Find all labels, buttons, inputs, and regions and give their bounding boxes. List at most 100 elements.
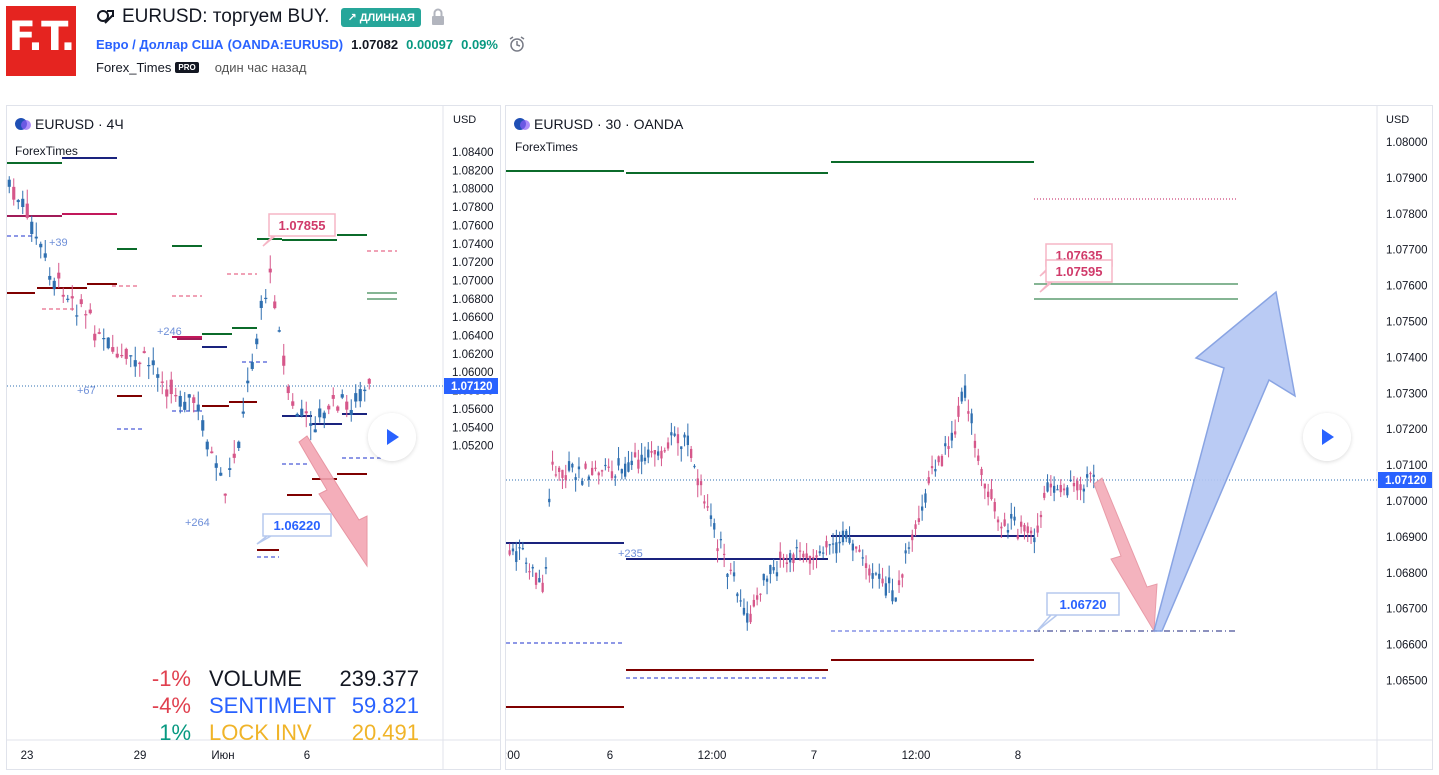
callout-high: 1.07855 bbox=[279, 218, 326, 233]
candle-body bbox=[732, 572, 736, 577]
candle-body bbox=[617, 458, 620, 466]
price-tick-label: 1.06500 bbox=[1386, 676, 1428, 688]
chart-30m-symbol: EURUSD · 30 · OANDA bbox=[534, 116, 684, 132]
candle-body bbox=[259, 300, 263, 308]
candle-body bbox=[48, 275, 52, 280]
chart-panel-4h[interactable]: USD 1.08400 1.08200 1.08000 1.07800 1.07600 1.… bbox=[6, 105, 501, 770]
stat-row-lockinv: 1% LOCK INV 20.491 bbox=[131, 719, 419, 746]
chart-4h-canvas[interactable]: USD 1.08400 1.08200 1.08000 1.07800 1.07600 1.… bbox=[7, 106, 500, 769]
price-tick-label: 1.07300 bbox=[1386, 388, 1428, 400]
candle-body bbox=[174, 395, 178, 397]
candle-body bbox=[1089, 472, 1092, 475]
chart-4h-symbol: EURUSD · 4Ч bbox=[35, 116, 124, 132]
candle-body bbox=[713, 523, 716, 530]
candle-body bbox=[818, 551, 822, 554]
candle-body bbox=[66, 298, 70, 300]
candle-body bbox=[640, 454, 643, 462]
stat-volume-name: VOLUME bbox=[209, 666, 302, 691]
candle-body bbox=[831, 543, 835, 545]
candle-body bbox=[805, 553, 808, 559]
candle-body bbox=[765, 578, 769, 582]
author-name[interactable]: Forex_Times bbox=[96, 59, 172, 75]
candle-body bbox=[97, 332, 101, 334]
symbol-code-link[interactable]: (OANDA:EURUSD) bbox=[227, 36, 344, 52]
time-tick-label: 8 bbox=[1015, 750, 1021, 762]
candle-body bbox=[571, 463, 574, 468]
play-icon bbox=[387, 429, 399, 445]
candle-body bbox=[848, 537, 851, 543]
candle-body bbox=[980, 468, 983, 476]
candle-body bbox=[927, 477, 930, 484]
price-tick-label: 1.07600 bbox=[1386, 281, 1428, 293]
price-tick-label: 1.07500 bbox=[1386, 317, 1428, 329]
candle-body bbox=[528, 571, 531, 573]
candle-body bbox=[43, 253, 47, 258]
candle-body bbox=[232, 453, 236, 458]
play-replay-button[interactable] bbox=[1303, 413, 1351, 461]
candle-body bbox=[255, 338, 259, 345]
candle-body bbox=[1039, 514, 1043, 518]
candle-body bbox=[722, 553, 726, 556]
chart-panel-30m[interactable]: USD 1.08000 1.07900 1.07800 1.07700 1.07600 1.… bbox=[505, 105, 1433, 770]
candle-body bbox=[699, 481, 703, 486]
price-tick-label: 1.05600 bbox=[452, 404, 494, 416]
candle-body bbox=[623, 463, 627, 477]
down-arrow bbox=[298, 435, 368, 568]
candle-body bbox=[703, 501, 706, 504]
candle-body bbox=[313, 429, 317, 433]
symbol-description-link[interactable]: Евро / Доллар США bbox=[96, 36, 224, 52]
time-tick-label: :00 bbox=[506, 750, 520, 762]
candle-body bbox=[706, 506, 709, 508]
candle-body bbox=[871, 573, 874, 579]
count-label: +246 bbox=[157, 326, 182, 338]
candle-body bbox=[785, 562, 789, 565]
brand-logo[interactable]: F.T. bbox=[6, 6, 76, 76]
candle-body bbox=[237, 441, 241, 448]
candle-body bbox=[544, 566, 548, 569]
candle-body bbox=[228, 468, 232, 470]
time-tick-label: Июн bbox=[211, 750, 234, 762]
candle-body bbox=[1046, 482, 1049, 492]
price-tick-label: 1.06000 bbox=[452, 367, 494, 379]
candle-body bbox=[858, 549, 861, 552]
candle-body bbox=[835, 542, 838, 554]
candle-body bbox=[874, 573, 878, 575]
candle-body bbox=[1052, 485, 1056, 493]
stat-sentiment-name: SENTIMENT bbox=[209, 693, 337, 718]
candle-body bbox=[25, 203, 29, 218]
candle-body bbox=[1023, 524, 1026, 532]
candle-body bbox=[726, 573, 729, 577]
down-arrow bbox=[1093, 477, 1158, 633]
candle-body bbox=[838, 541, 841, 544]
candle-body bbox=[686, 435, 690, 446]
up-arrow bbox=[1153, 290, 1297, 632]
candle-body bbox=[798, 550, 802, 552]
candle-body bbox=[577, 466, 581, 470]
candle-body bbox=[518, 547, 521, 549]
chart-30m-canvas[interactable]: USD 1.08000 1.07900 1.07800 1.07700 1.07600 1.… bbox=[506, 106, 1432, 769]
price-tick-label: 1.07000 bbox=[452, 275, 494, 287]
publish-time: один час назад bbox=[214, 59, 307, 75]
candle-body bbox=[264, 297, 268, 300]
candle-body bbox=[1062, 488, 1066, 491]
candle-body bbox=[881, 578, 884, 584]
candle-body bbox=[600, 470, 604, 472]
candle-body bbox=[1043, 492, 1046, 498]
alarm-clock-icon[interactable] bbox=[508, 35, 526, 53]
play-replay-button[interactable] bbox=[368, 413, 416, 461]
candle-body bbox=[295, 413, 299, 417]
price-tick-label: 1.07900 bbox=[1386, 173, 1428, 185]
candle-body bbox=[1033, 537, 1036, 543]
price-tick-label: 1.07400 bbox=[1386, 352, 1428, 364]
candle-body bbox=[178, 395, 182, 407]
candle-body bbox=[581, 480, 584, 485]
candle-body bbox=[538, 578, 541, 583]
candle-body bbox=[84, 314, 88, 316]
last-price: 1.07082 bbox=[351, 36, 399, 52]
candle-body bbox=[322, 412, 326, 419]
candle-body bbox=[907, 547, 911, 549]
candle-body bbox=[808, 555, 812, 564]
candle-body bbox=[508, 550, 511, 555]
candle-body bbox=[133, 360, 137, 367]
candle-body bbox=[250, 362, 254, 369]
